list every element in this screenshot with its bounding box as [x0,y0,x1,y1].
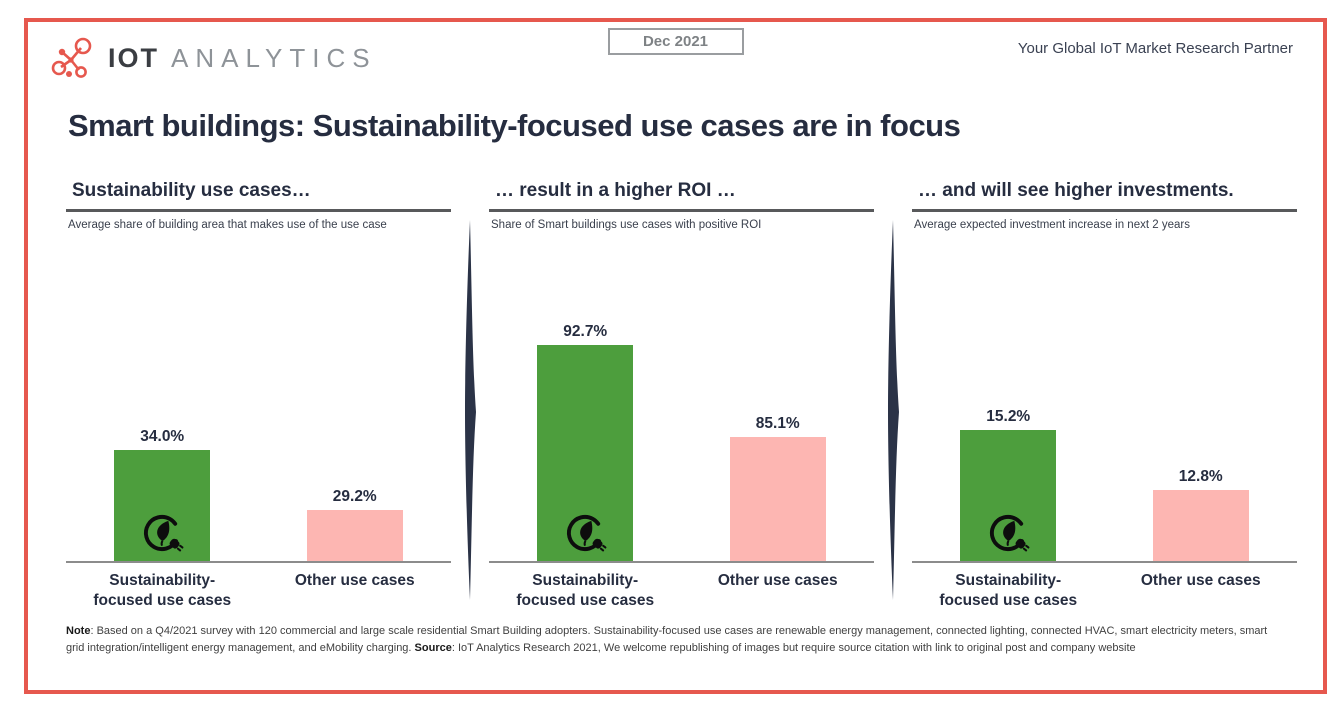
panel-subtitle: Average share of building area that make… [68,219,387,231]
bar-group-sustainability: 34.0% [114,428,211,561]
note-label: Note [66,625,91,638]
bar-other [729,437,826,561]
category-label-other: Other use cases [1140,572,1261,589]
category-label-other: Other use cases [294,572,415,589]
chart-panel-investments: … and will see higher investments. Avera… [912,180,1297,611]
source-label: Source [414,641,452,654]
panel-title: … and will see higher investments. [912,180,1297,212]
bar-value-label: 85.1% [755,415,800,432]
bar-other [306,510,403,561]
x-axis-line [489,561,874,563]
category-labels: Sustainability-focused use cases Other u… [489,571,874,611]
bar-sustainability [114,450,211,561]
panel-title: … result in a higher ROI … [489,180,874,212]
x-axis-line [912,561,1297,563]
source-text: : IoT Analytics Research 2021, We welcom… [451,641,1136,654]
top-bar: IOT ANALYTICS Dec 2021 Your Global IoT M… [28,22,1323,84]
panel-divider-right [888,220,899,600]
category-label-other: Other use cases [717,572,838,589]
bar-group-sustainability: 15.2% [960,408,1057,561]
bar-value-label: 29.2% [332,488,377,505]
logo: IOT ANALYTICS [50,36,1295,80]
green-energy-plug-icon [990,514,1030,552]
panel-subtitle: Share of Smart buildings use cases with … [491,219,762,231]
panel-divider-left [465,220,476,600]
page-title: Smart buildings: Sustainability-focused … [68,108,961,143]
panel-title: Sustainability use cases… [66,180,451,212]
charts-row: Sustainability use cases… Average share … [66,180,1297,611]
bar-group-other: 29.2% [306,488,403,561]
bar-chart: 15.2% [912,231,1297,561]
logo-text-analytics: ANALYTICS [171,42,377,73]
date-badge: Dec 2021 [607,28,744,55]
bar-sustainability [537,345,634,561]
note-text: : Based on a Q4/2021 survey with 120 com… [66,625,1268,654]
category-label-sustainability: Sustainability-focused use cases [93,572,232,610]
chart-panel-usage: Sustainability use cases… Average share … [66,180,451,611]
bar-value-label: 92.7% [563,323,608,340]
bar-chart: 92.7% [489,231,874,561]
bar-value-label: 12.8% [1178,468,1223,485]
bar-other [1152,490,1249,561]
bar-group-other: 85.1% [729,415,826,561]
logo-text-iot: IOT [108,42,159,73]
tagline: Your Global IoT Market Research Partner [1017,40,1293,57]
category-label-sustainability: Sustainability-focused use cases [939,572,1078,610]
category-labels: Sustainability-focused use cases Other u… [66,571,451,611]
bar-group-sustainability: 92.7% [537,323,634,561]
slide-frame: IOT ANALYTICS Dec 2021 Your Global IoT M… [24,18,1327,694]
chart-panel-roi: … result in a higher ROI … Share of Smar… [489,180,874,611]
bar-value-label: 15.2% [986,408,1031,425]
panel-subtitle: Average expected investment increase in … [914,219,1190,231]
x-axis-line [66,561,451,563]
green-energy-plug-icon [144,514,184,552]
bar-group-other: 12.8% [1152,468,1249,561]
bar-sustainability [960,430,1057,561]
bar-value-label: 34.0% [140,428,185,445]
iot-analytics-logo-icon [51,37,92,78]
category-labels: Sustainability-focused use cases Other u… [912,571,1297,611]
green-energy-plug-icon [567,514,607,552]
footnote: Note: Based on a Q4/2021 survey with 120… [66,623,1285,656]
bar-chart: 34.0% [66,231,451,561]
category-label-sustainability: Sustainability-focused use cases [516,572,655,610]
